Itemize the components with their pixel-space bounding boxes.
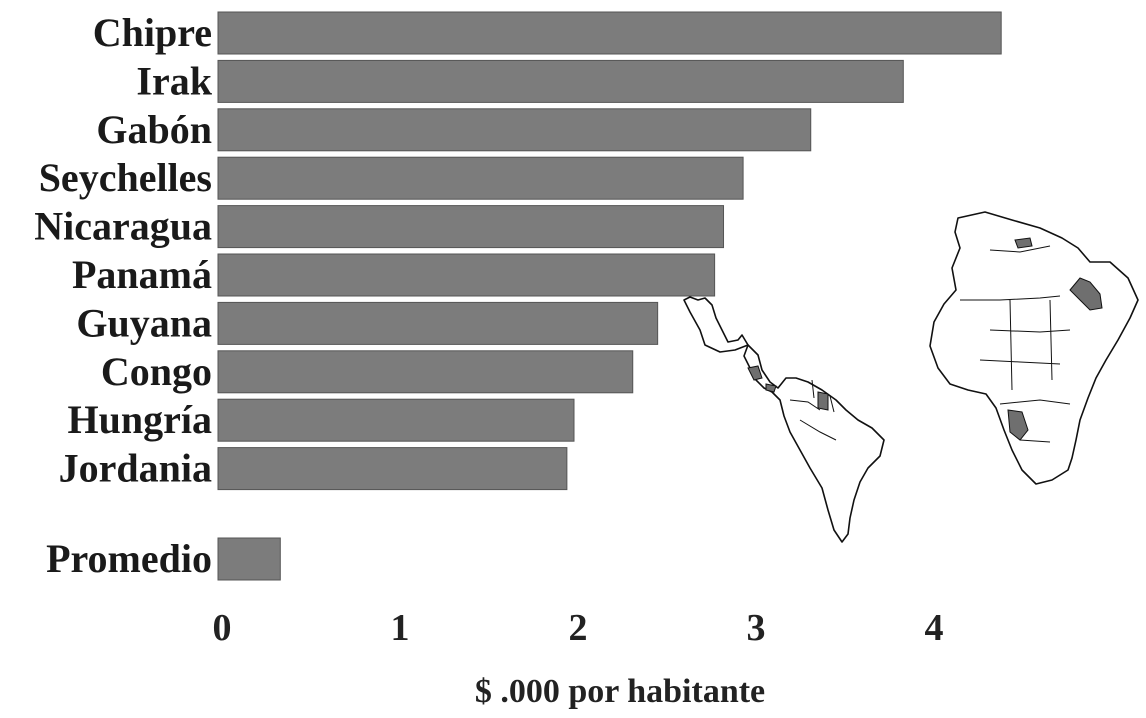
average-bar bbox=[217, 537, 281, 581]
category-label: Gabón bbox=[96, 107, 212, 152]
bar-4 bbox=[217, 156, 744, 200]
category-label: Chipre bbox=[93, 10, 212, 55]
americas-map bbox=[683, 296, 885, 543]
category-label: Panamá bbox=[72, 252, 212, 297]
category-label: Congo bbox=[101, 349, 212, 394]
average-group: Promedio bbox=[46, 536, 281, 581]
average-label: Promedio bbox=[46, 536, 212, 581]
bar-5 bbox=[217, 205, 725, 249]
bar-2 bbox=[217, 59, 904, 103]
africa-europe-map bbox=[929, 211, 1139, 485]
bar-1 bbox=[217, 11, 1002, 55]
bar-9 bbox=[217, 398, 575, 442]
bar-6 bbox=[217, 253, 716, 297]
x-axis-title: $ .000 por habitante bbox=[475, 673, 765, 710]
x-axis-ticks: 0 1 2 3 4 bbox=[213, 607, 944, 649]
x-tick-label: 1 bbox=[391, 607, 410, 649]
x-tick-label: 3 bbox=[747, 607, 766, 649]
category-labels: ChipreIrakGabónSeychellesNicaraguaPanamá… bbox=[34, 10, 213, 491]
category-label: Guyana bbox=[76, 300, 212, 345]
bar-3 bbox=[217, 108, 812, 152]
x-tick-label: 4 bbox=[925, 607, 944, 649]
x-tick-label: 0 bbox=[213, 607, 232, 649]
x-tick-label: 2 bbox=[569, 607, 588, 649]
category-label: Irak bbox=[136, 58, 212, 103]
category-label: Nicaragua bbox=[34, 204, 212, 249]
bar-10 bbox=[217, 447, 568, 491]
category-label: Jordania bbox=[59, 446, 212, 491]
bars-group bbox=[217, 11, 1002, 491]
category-label: Seychelles bbox=[39, 155, 212, 200]
category-label: Hungría bbox=[68, 397, 212, 442]
bar-7 bbox=[217, 301, 659, 345]
bar-8 bbox=[217, 350, 634, 394]
